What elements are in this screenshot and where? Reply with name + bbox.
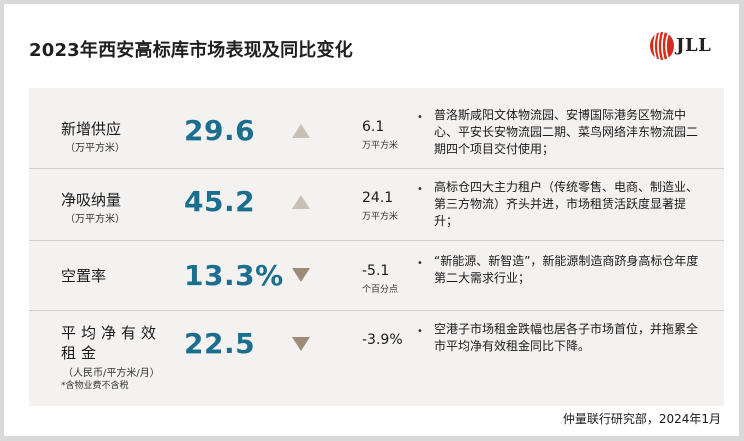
metric-change-unit: 万平方米 bbox=[362, 141, 399, 151]
metric-value: 45.2 bbox=[184, 185, 256, 218]
metrics-panel: 新增供应 （万平方米） 29.6 6.1 万平方米 • 普洛斯咸阳文体物流园、安… bbox=[29, 88, 724, 406]
page-title: 2023年西安高标库市场表现及同比变化 bbox=[29, 40, 353, 61]
metric-label: 新增供应 bbox=[61, 120, 122, 138]
source-footer: 仲量联行研究部，2024年1月 bbox=[562, 412, 721, 426]
row-divider bbox=[29, 310, 724, 311]
bullet-icon: • bbox=[417, 326, 423, 337]
metric-change: -5.1 bbox=[362, 263, 390, 279]
bullet-icon: • bbox=[417, 258, 423, 269]
metric-description: 高标仓四大主力租户（传统零售、电商、制造业、第三方物流）齐头并进，市场租赁活跃度… bbox=[434, 180, 699, 228]
metric-change-unit: 万平方米 bbox=[362, 212, 399, 222]
metric-row-net-absorption: 净吸纳量 （万平方米） 45.2 24.1 万平方米 • 高标仓四大主力租户（传… bbox=[29, 169, 724, 240]
triangle-up-icon bbox=[292, 195, 310, 209]
triangle-down-icon bbox=[292, 337, 310, 351]
row-divider bbox=[29, 168, 724, 169]
metric-value: 13.3% bbox=[184, 259, 284, 292]
metric-note: *含物业费不含税 bbox=[61, 381, 129, 391]
metric-change: -3.9% bbox=[362, 332, 403, 348]
triangle-down-icon bbox=[292, 268, 310, 282]
metric-row-vacancy: 空置率 13.3% -5.1 个百分点 • “新能源、新智造”，新能源制造商跻身… bbox=[29, 241, 724, 310]
metric-unit: （万平方米） bbox=[65, 214, 125, 225]
slide-card: 2023年西安高标库市场表现及同比变化 JLL 新增供应 （万平方米） 29.6… bbox=[4, 4, 739, 436]
metric-label: 净吸纳量 bbox=[61, 191, 122, 209]
bullet-icon: • bbox=[417, 184, 423, 195]
bullet-icon: • bbox=[417, 112, 423, 123]
metric-row-net-rent: 平均净有效租金 （人民币/平方米/月） *含物业费不含税 22.5 -3.9% … bbox=[29, 311, 724, 406]
metric-unit: （人民币/平方米/月） bbox=[63, 368, 160, 379]
metric-description: “新能源、新智造”，新能源制造商跻身高标仓年度第二大需求行业； bbox=[434, 254, 699, 285]
metric-value: 29.6 bbox=[184, 114, 256, 147]
jll-logo-icon bbox=[650, 31, 674, 61]
metric-change-unit: 个百分点 bbox=[362, 285, 399, 295]
logo-text: JLL bbox=[676, 35, 712, 56]
metric-change: 6.1 bbox=[362, 119, 385, 135]
metric-unit: （万平方米） bbox=[65, 143, 125, 154]
metric-row-new-supply: 新增供应 （万平方米） 29.6 6.1 万平方米 • 普洛斯咸阳文体物流园、安… bbox=[29, 88, 724, 168]
metric-description: 空港子市场租金跌幅也居各子市场首位，并拖累全市平均净有效租金同比下降。 bbox=[434, 322, 699, 353]
metric-label: 空置率 bbox=[61, 267, 107, 285]
triangle-up-icon bbox=[292, 124, 310, 138]
row-divider bbox=[29, 240, 724, 241]
metric-value: 22.5 bbox=[184, 327, 256, 360]
metric-change: 24.1 bbox=[362, 190, 394, 206]
metric-label: 平均净有效租金 bbox=[61, 324, 162, 362]
metric-description: 普洛斯咸阳文体物流园、安博国际港务区物流中心、平安长安物流园二期、菜鸟网络沣东物… bbox=[434, 108, 699, 156]
